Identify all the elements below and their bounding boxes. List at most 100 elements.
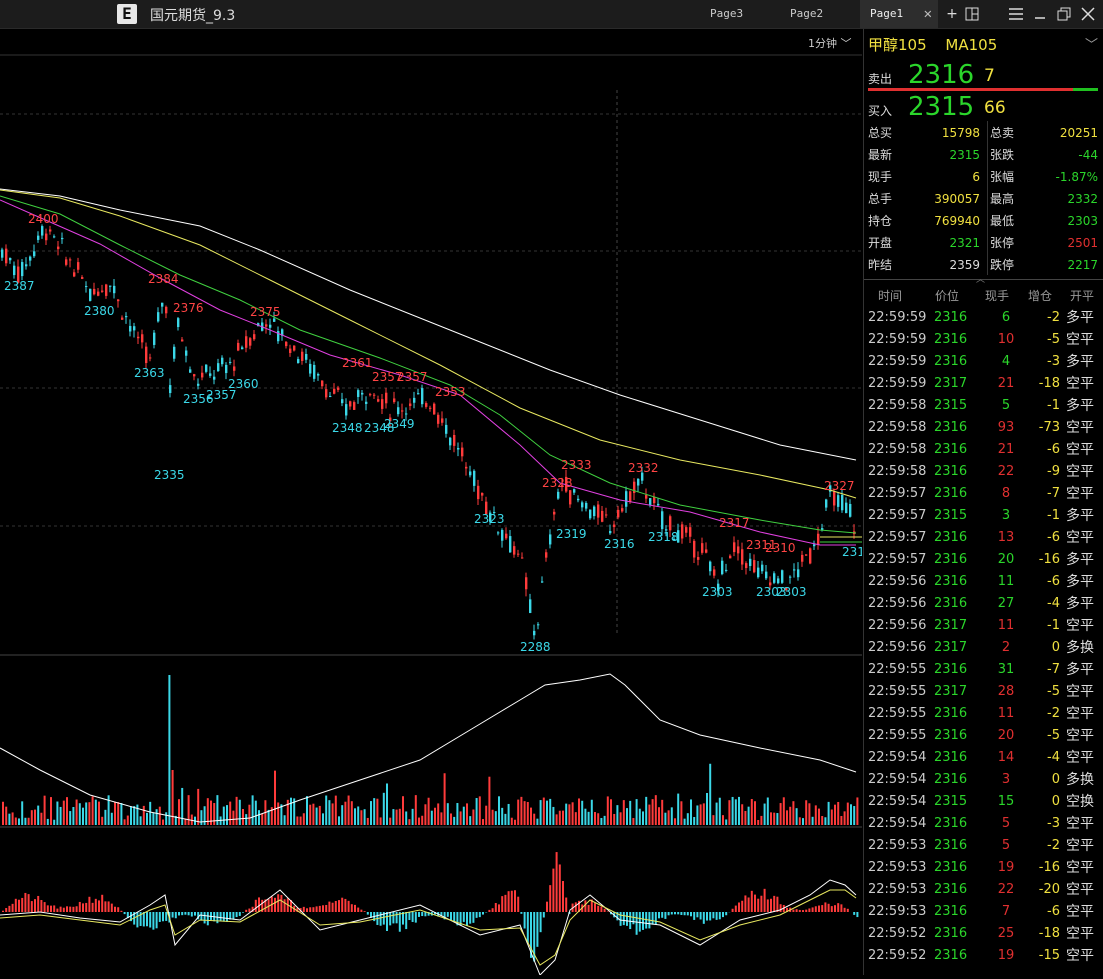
trade-cell: 空平 (1066, 835, 1094, 857)
menu-icon[interactable] (1008, 5, 1024, 23)
close-icon[interactable] (1080, 5, 1096, 23)
app-title: 国元期货_9.3 (150, 5, 235, 25)
trade-cell: 2316 (934, 461, 967, 483)
trade-cell: 11 (986, 615, 1026, 637)
trade-cell: 22:59:59 (868, 373, 926, 395)
trade-cell: 2316 (934, 725, 967, 747)
tab-page1[interactable]: Page1 ✕ (860, 0, 938, 28)
title-bar: E 国元期货_9.3 Page3 Page2 Page1 ✕ + (0, 0, 1103, 29)
trade-cell: 空平 (1066, 681, 1094, 703)
trade-cell: 22:59:56 (868, 637, 926, 659)
trade-cell: 8 (986, 483, 1026, 505)
stat-value: 2332 (1067, 188, 1098, 210)
trade-cell: 空平 (1066, 879, 1094, 901)
volume-panel (0, 674, 858, 825)
trade-cell: 20 (986, 725, 1026, 747)
trade-cell: 2316 (934, 769, 967, 791)
price-label: 2335 (154, 468, 185, 482)
stat-张幅: 张幅-1.87% (990, 166, 1098, 188)
trade-cell: 多平 (1066, 351, 1094, 373)
stat-value: 2303 (1067, 210, 1098, 232)
trade-cell: 22:59:57 (868, 549, 926, 571)
collapse-icon[interactable]: ︿ (976, 272, 985, 285)
trade-cell: 2316 (934, 857, 967, 879)
trade-cell: -6 (1024, 901, 1060, 923)
macd-panel (0, 852, 858, 975)
trade-cell: 2316 (934, 659, 967, 681)
add-icon[interactable]: + (944, 5, 960, 23)
trade-cell: -73 (1024, 417, 1060, 439)
price-label: 2310 (765, 541, 796, 555)
trade-cell: 22 (986, 461, 1026, 483)
trade-cell: -4 (1024, 593, 1060, 615)
stat-label: 开盘 (868, 232, 892, 254)
trade-cell: 7 (986, 901, 1026, 923)
price-label: 2376 (173, 301, 204, 315)
restore-icon[interactable] (1056, 5, 1072, 23)
trade-cell: 19 (986, 857, 1026, 879)
trade-cell: 22:59:53 (868, 901, 926, 923)
tab-page2[interactable]: Page2 (780, 0, 840, 28)
trade-cell: 15 (986, 791, 1026, 813)
interval-selector[interactable]: 1分钟 ﹀ (808, 35, 852, 51)
trade-cell: 2316 (934, 835, 967, 857)
price-chart[interactable]: 2400238723802384237623632375235623572360… (0, 29, 862, 975)
price-label: 2319 (556, 527, 587, 541)
trade-cell: 22:59:52 (868, 923, 926, 945)
trade-cell: 31 (986, 659, 1026, 681)
minimize-icon[interactable] (1032, 5, 1048, 23)
trade-cell: 22:59:54 (868, 791, 926, 813)
trade-cell: -1 (1024, 395, 1060, 417)
trade-cell: 5 (986, 813, 1026, 835)
trade-cell: 2315 (934, 791, 967, 813)
trade-cell: 多换 (1066, 769, 1094, 791)
ask-volume: 7 (984, 66, 995, 86)
trade-cell: 20 (986, 549, 1026, 571)
close-tab-icon[interactable]: ✕ (924, 0, 932, 28)
trade-cell: -4 (1024, 747, 1060, 769)
chevron-down-icon[interactable]: ﹀ (1085, 34, 1098, 53)
layout-icon[interactable] (964, 5, 980, 23)
symbol-header[interactable]: 甲醇105 MA105 (868, 34, 1011, 55)
trade-cell: -20 (1024, 879, 1060, 901)
ask-price: 2316 (908, 60, 974, 90)
trade-cell: -3 (1024, 351, 1060, 373)
tab-page3[interactable]: Page3 (700, 0, 760, 28)
stat-label: 跌停 (990, 254, 1014, 276)
price-label: 2316 (604, 537, 635, 551)
